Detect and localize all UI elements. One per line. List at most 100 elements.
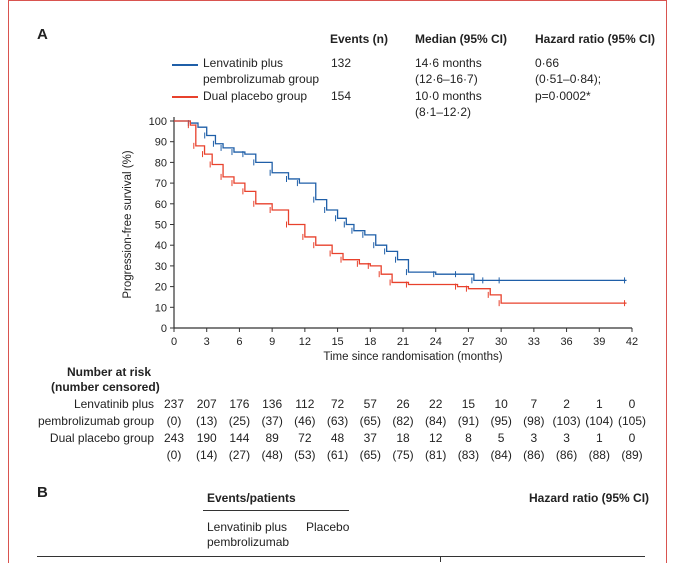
risk-cell: (83): [457, 448, 480, 462]
legend-line-placebo: [172, 96, 198, 98]
hazard-ratio-header: Hazard ratio (95% CI): [535, 32, 656, 46]
y-tick-label: 30: [155, 261, 167, 273]
x-tick-label: 36: [560, 336, 572, 348]
risk-cell: (53): [294, 448, 316, 462]
risk-cell: (25): [228, 414, 251, 428]
risk-cell: 144: [229, 431, 250, 445]
risk-cell: 237: [163, 397, 185, 411]
risk-cell: (86): [523, 448, 545, 462]
y-tick-label: 100: [149, 116, 167, 128]
risk-cell: 190: [196, 431, 217, 445]
x-tick-label: 42: [626, 336, 638, 348]
risk-cell: (81): [425, 448, 447, 462]
risk-cell: 136: [262, 397, 283, 411]
x-tick-label: 12: [299, 336, 311, 348]
risk-cell: (63): [326, 414, 349, 428]
hazard-ratio-pvalue: p=0·0002*: [535, 89, 591, 103]
x-tick-label: 18: [364, 336, 376, 348]
hazard-ratio-value: 0·66: [535, 56, 560, 70]
risk-cell: (0): [166, 414, 182, 428]
risk-cell: (84): [490, 448, 512, 462]
risk-cell: 72: [330, 397, 345, 411]
risk-cell: 1: [595, 397, 603, 411]
risk-cell: 7: [530, 397, 538, 411]
x-tick-label: 27: [462, 336, 474, 348]
group-lenvatinib-name-2: pembrolizumab group: [203, 72, 320, 86]
x-tick-label: 39: [593, 336, 605, 348]
risk-cell: (46): [294, 414, 316, 428]
table-tick: [440, 556, 441, 562]
risk-cell: (105): [617, 414, 646, 428]
risk-cell: (89): [621, 448, 643, 462]
risk-row-label: Lenvatinib plus: [73, 397, 154, 411]
y-tick-label: 20: [155, 282, 167, 294]
km-curve-placebo: [174, 120, 627, 304]
risk-cell: 8: [465, 431, 472, 445]
risk-cell: (48): [261, 448, 283, 462]
y-tick-label: 50: [155, 220, 167, 232]
risk-cell: (61): [326, 448, 349, 462]
y-tick-label: 90: [155, 137, 167, 149]
risk-cell: (37): [261, 414, 283, 428]
x-tick-label: 24: [430, 336, 442, 348]
risk-cell: 12: [429, 431, 443, 445]
risk-cell: (82): [392, 414, 414, 428]
risk-cell: (88): [588, 448, 610, 462]
risk-row-label: pembrolizumab group: [37, 414, 154, 428]
risk-cell: (104): [585, 414, 614, 428]
risk-cell: (95): [490, 414, 512, 428]
risk-cell: (27): [228, 448, 251, 462]
y-tick-label: 60: [155, 199, 167, 211]
risk-cell: 0: [628, 397, 636, 411]
risk-cell: 0: [628, 431, 636, 445]
panel-b-hazard-ratio-header: Hazard ratio (95% CI): [529, 491, 650, 505]
hazard-ratio-ci: (0·51–0·84);: [535, 72, 602, 86]
y-tick-label: 40: [155, 240, 167, 252]
y-tick-label: 10: [155, 302, 167, 314]
risk-cell: 26: [396, 397, 410, 411]
events-patients-header: Events/patients: [207, 491, 296, 505]
x-tick-label: 0: [171, 336, 177, 348]
legend-line-lenvatinib: [172, 64, 198, 66]
risk-cell: 15: [461, 397, 476, 411]
risk-cell: (84): [425, 414, 447, 428]
y-tick-label: 70: [155, 178, 167, 190]
risk-cell: 48: [330, 431, 345, 445]
x-tick-label: 30: [495, 336, 507, 348]
risk-cell: 207: [196, 397, 217, 411]
events-header: Events (n): [330, 32, 389, 46]
risk-cell: 3: [530, 431, 538, 445]
y-tick-label: 80: [155, 157, 167, 169]
col-placebo: Placebo: [306, 520, 350, 534]
col-lenvatinib-2: pembrolizumab: [207, 535, 290, 549]
risk-cell: 89: [265, 431, 279, 445]
risk-cell: (75): [392, 448, 414, 462]
x-axis-label: Time since randomisation (months): [323, 351, 502, 363]
risk-cell: (14): [196, 448, 218, 462]
group-placebo-events: 154: [331, 89, 352, 103]
risk-cell: 2: [563, 397, 570, 411]
risk-cell: (86): [555, 448, 578, 462]
risk-cell: 72: [298, 431, 312, 445]
risk-cell: (65): [359, 448, 381, 462]
risk-cell: 5: [497, 431, 505, 445]
group-placebo-name: Dual placebo group: [203, 89, 308, 103]
group-lenvatinib-median: 14·6 months: [415, 56, 482, 70]
y-axis-label: Progression-free survival (%): [122, 150, 134, 298]
km-curve-lenvatinib: [174, 120, 627, 282]
group-lenvatinib-name-1: Lenvatinib plus: [203, 56, 284, 70]
risk-cell: 3: [563, 431, 570, 445]
x-tick-label: 6: [236, 336, 242, 348]
risk-cell: (98): [523, 414, 545, 428]
median-header: Median (95% CI): [415, 32, 508, 46]
risk-cell: 1: [595, 431, 603, 445]
x-tick-label: 3: [204, 336, 210, 348]
col-lenvatinib-1: Lenvatinib plus: [207, 520, 288, 534]
y-tick-label: 0: [161, 323, 167, 335]
group-placebo-median: 10·0 months: [415, 89, 482, 103]
risk-cell: (13): [196, 414, 218, 428]
table-rule: [37, 556, 645, 557]
risk-cell: 22: [429, 397, 443, 411]
figure-frame: [8, 0, 667, 563]
